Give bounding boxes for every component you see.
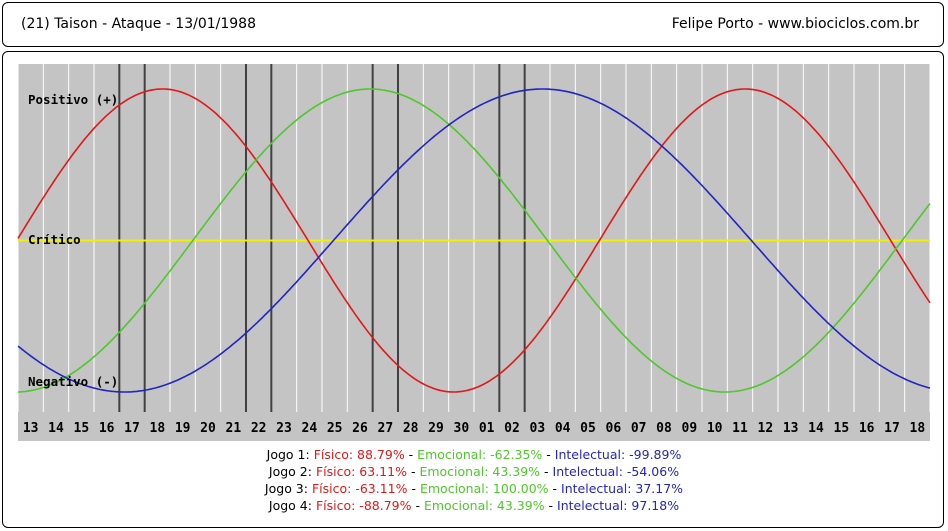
legend-jogo: Jogo 3:: [264, 481, 308, 496]
x-tick-label: 18: [910, 421, 926, 436]
header-site: Felipe Porto - www.biociclos.com.br: [671, 16, 919, 32]
x-tick-label: 28: [403, 421, 419, 436]
x-tick-label: 01: [479, 421, 495, 436]
x-tick-label: 03: [530, 421, 546, 436]
x-tick-label: 17: [884, 421, 900, 436]
legend-jogo: Jogo 2:: [268, 464, 312, 479]
legend-intelectual: Intelectual: 97.18%: [557, 498, 680, 513]
biorhythm-chart: 13 14 15 16 17 18 19 20 21 22 23 24 25 26 27 28 29 30 01 02…: [17, 64, 931, 441]
x-tick-label: 11: [732, 421, 748, 436]
header-bar: (21) Taison - Ataque - 13/01/1988 Felipe…: [2, 2, 944, 47]
x-tick-label: 08: [656, 421, 672, 436]
x-tick-label: 16: [859, 421, 875, 436]
legend-row-1: Jogo 1: Físico: 88.79% - Emocional: -62.…: [266, 447, 682, 462]
positivo-label: Positivo (+): [28, 92, 118, 107]
negativo-label: Negativo (-): [28, 374, 118, 389]
legend-row-2: Jogo 2: Físico: 63.11% - Emocional: 43.3…: [268, 464, 680, 479]
x-tick-label: 14: [808, 421, 824, 436]
x-tick-label: 05: [580, 421, 596, 436]
x-tick-label: 07: [631, 421, 647, 436]
x-tick-label: 10: [707, 421, 723, 436]
x-tick-label: 18: [150, 421, 166, 436]
x-tick-label: 15: [834, 421, 850, 436]
x-tick-label: 25: [327, 421, 343, 436]
legend-emocional: Emocional: 43.39%: [419, 464, 541, 479]
tick-band: [18, 413, 930, 441]
x-tick-label: 23: [276, 421, 292, 436]
legend-intelectual: Intelectual: -99.89%: [554, 447, 682, 462]
x-tick-label: 26: [352, 421, 368, 436]
x-tick-label: 20: [200, 421, 216, 436]
header-title: (21) Taison - Ataque - 13/01/1988: [21, 16, 256, 32]
series-line-emocional: [17, 88, 931, 393]
x-tick-label: 17: [124, 421, 140, 436]
legend-intelectual: Intelectual: 37.17%: [561, 481, 684, 496]
legend-fisico: Físico: 88.79%: [313, 447, 405, 462]
x-tick-label: 04: [555, 421, 571, 436]
x-tick-label: 13: [23, 421, 39, 436]
x-tick-label: 22: [251, 421, 267, 436]
critico-label: Crítico: [28, 232, 81, 247]
legend-intelectual: Intelectual: -54.06%: [552, 464, 680, 479]
x-tick-label: 21: [226, 421, 242, 436]
x-tick-label: 15: [74, 421, 90, 436]
x-tick-label: 13: [783, 421, 799, 436]
legend: Jogo 1: Físico: 88.79% - Emocional: -62.…: [0, 446, 948, 514]
legend-jogo: Jogo 4:: [268, 498, 312, 513]
x-tick-label: 27: [378, 421, 394, 436]
series-line-fisico: [17, 88, 931, 393]
x-tick-label: 19: [175, 421, 191, 436]
legend-emocional: Emocional: 100.00%: [419, 481, 549, 496]
legend-jogo: Jogo 1:: [266, 447, 310, 462]
x-tick-label: 06: [606, 421, 622, 436]
series-line-intelectual: [17, 88, 931, 393]
x-tick-label: 29: [428, 421, 444, 436]
x-tick-label: 24: [302, 421, 318, 436]
x-tick-label: 16: [99, 421, 115, 436]
legend-row-4: Jogo 4: Físico: -88.79% - Emocional: 43.…: [268, 498, 680, 513]
legend-emocional: Emocional: -62.35%: [417, 447, 543, 462]
x-tick-label: 30: [454, 421, 470, 436]
x-tick-label: 09: [682, 421, 698, 436]
x-tick-label: 12: [758, 421, 774, 436]
x-tick-label: 02: [504, 421, 520, 436]
legend-fisico: Físico: -63.11%: [311, 481, 408, 496]
legend-emocional: Emocional: 43.39%: [423, 498, 545, 513]
x-tick-label: 14: [48, 421, 64, 436]
legend-fisico: Físico: -88.79%: [315, 498, 412, 513]
legend-row-3: Jogo 3: Físico: -63.11% - Emocional: 100…: [264, 481, 684, 496]
legend-fisico: Físico: 63.11%: [315, 464, 407, 479]
